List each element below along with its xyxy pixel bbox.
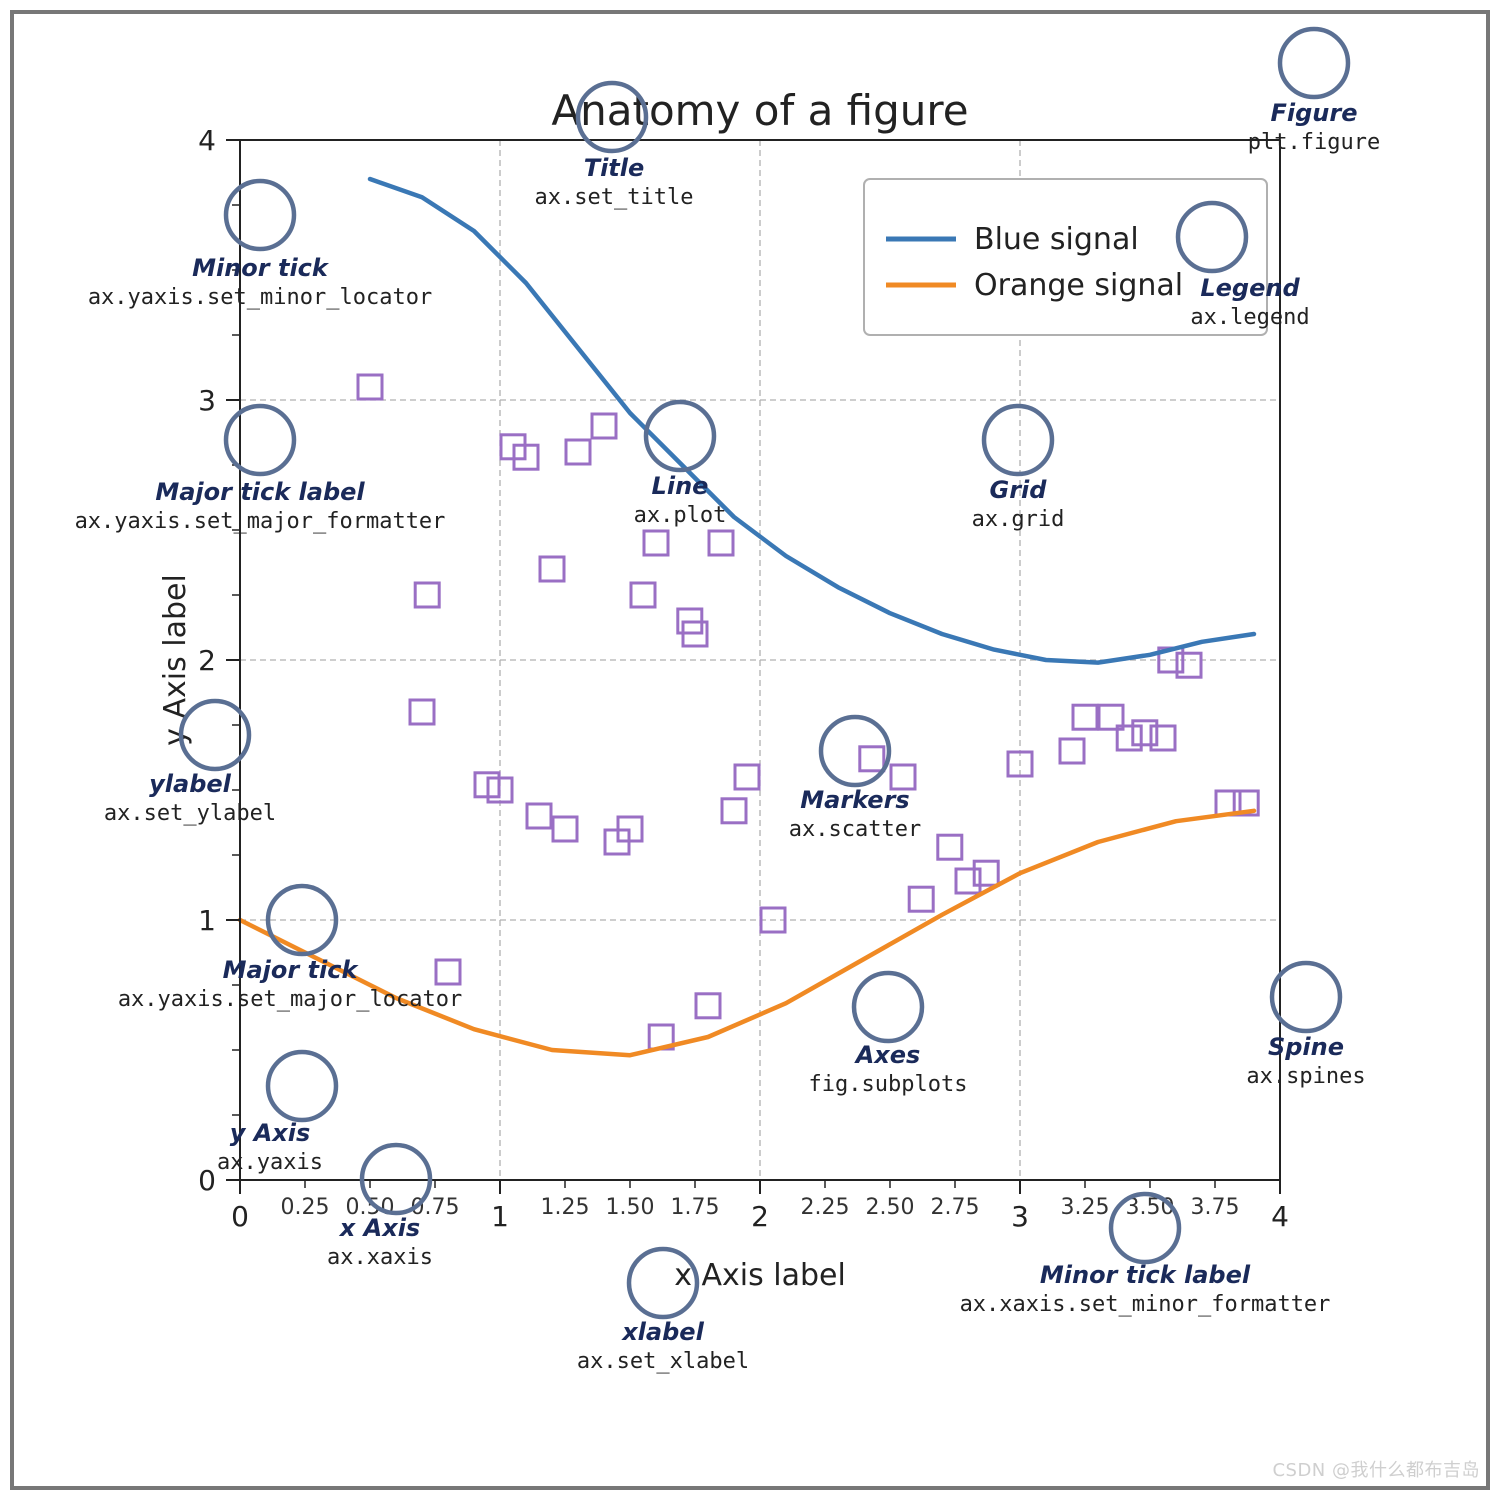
- annotation-label: Minor tick: [192, 254, 330, 282]
- annotation-code: ax.xaxis.set_minor_formatter: [960, 1292, 1331, 1317]
- annotation-label: Major tick label: [155, 478, 365, 506]
- legend-label: Blue signal: [974, 222, 1139, 257]
- chart-title: Anatomy of a figure: [551, 86, 968, 135]
- annotation-code: ax.legend: [1190, 305, 1309, 330]
- annotation-code: ax.yaxis.set_minor_locator: [88, 285, 432, 310]
- x-minor-tick-label: 2.75: [931, 1195, 980, 1220]
- y-major-tick-label: 1: [198, 904, 216, 937]
- x-axis-label: x Axis label: [674, 1258, 846, 1293]
- annotation-label: y Axis: [230, 1119, 311, 1147]
- x-major-tick-label: 4: [1271, 1200, 1289, 1233]
- annotation-label: xlabel: [621, 1318, 704, 1346]
- annotation-label: Markers: [800, 786, 909, 814]
- y-axis-label: y Axis label: [158, 574, 193, 746]
- annotation-label: Axes: [854, 1041, 921, 1069]
- annotation-circle-icon: [1280, 29, 1348, 97]
- annotation-label: Spine: [1268, 1033, 1344, 1061]
- annotation-label: x Axis: [339, 1214, 420, 1242]
- x-minor-tick-label: 3.50: [1126, 1195, 1175, 1220]
- legend-label: Orange signal: [974, 268, 1183, 303]
- annotation-code: plt.figure: [1248, 130, 1380, 155]
- annotation-code: ax.spines: [1246, 1064, 1365, 1089]
- annotation-code: ax.yaxis.set_major_locator: [118, 987, 462, 1012]
- annotation-label: Legend: [1200, 274, 1300, 302]
- annotation-code: ax.yaxis: [217, 1150, 323, 1175]
- anatomy-chart: 00112233440.250.500.751.251.501.752.252.…: [0, 0, 1500, 1500]
- annotation-code: ax.scatter: [789, 817, 921, 842]
- x-minor-tick-label: 3.25: [1061, 1195, 1110, 1220]
- annotation-label: Minor tick label: [1040, 1261, 1251, 1289]
- x-major-tick-label: 0: [231, 1200, 249, 1233]
- y-major-tick-label: 0: [198, 1164, 216, 1197]
- annotation-code: fig.subplots: [809, 1072, 968, 1097]
- x-minor-tick-label: 1.25: [541, 1195, 590, 1220]
- x-minor-tick-label: 0.25: [281, 1195, 330, 1220]
- x-minor-tick-label: 1.50: [606, 1195, 655, 1220]
- x-minor-tick-label: 2.25: [801, 1195, 850, 1220]
- annotation-code: ax.set_title: [535, 185, 694, 210]
- x-major-tick-label: 3: [1011, 1200, 1029, 1233]
- annotation-circle-icon: [1272, 963, 1340, 1031]
- annotation-label: Grid: [990, 476, 1048, 504]
- annotation-label: ylabel: [149, 770, 232, 798]
- annotation-code: ax.xaxis: [327, 1245, 433, 1270]
- x-major-tick-label: 2: [751, 1200, 769, 1233]
- y-major-tick-label: 3: [198, 384, 216, 417]
- annotation-code: ax.set_ylabel: [104, 801, 276, 826]
- x-minor-tick-label: 1.75: [671, 1195, 720, 1220]
- annotation-code: ax.yaxis.set_major_formatter: [75, 509, 446, 534]
- y-major-tick-label: 2: [198, 644, 216, 677]
- annotation-label: Major tick: [223, 956, 360, 984]
- x-minor-tick-label: 2.50: [866, 1195, 915, 1220]
- annotation-code: ax.set_xlabel: [577, 1349, 749, 1374]
- watermark: CSDN @我什么都布吉岛: [1272, 1456, 1480, 1482]
- annotation-label: Line: [652, 472, 709, 500]
- annotation-code: ax.grid: [972, 507, 1065, 532]
- annotation-code: ax.plot: [634, 503, 727, 528]
- annotation-label: Figure: [1271, 99, 1358, 127]
- x-minor-tick-label: 3.75: [1191, 1195, 1240, 1220]
- annotation-label: Title: [584, 154, 645, 182]
- y-major-tick-label: 4: [198, 124, 216, 157]
- x-major-tick-label: 1: [491, 1200, 509, 1233]
